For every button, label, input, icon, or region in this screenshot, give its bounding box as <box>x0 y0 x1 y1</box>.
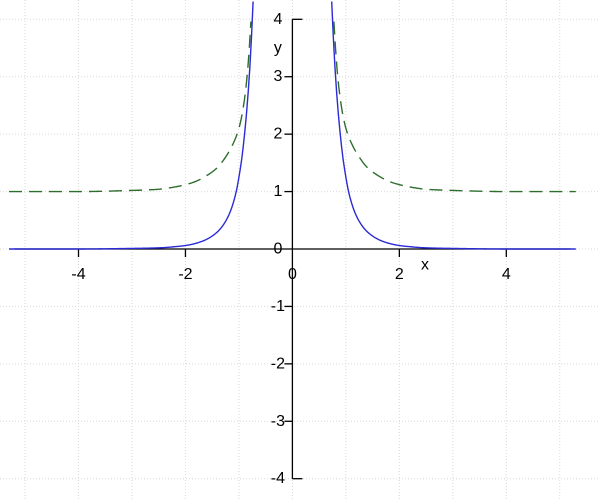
svg-text:-3: -3 <box>271 413 285 430</box>
svg-text:-4: -4 <box>71 266 85 283</box>
svg-text:-1: -1 <box>271 298 285 315</box>
svg-text:2: 2 <box>273 126 282 143</box>
svg-text:0: 0 <box>273 241 282 258</box>
svg-text:x: x <box>421 257 429 274</box>
svg-text:0: 0 <box>288 266 297 283</box>
svg-text:1: 1 <box>273 183 282 200</box>
svg-text:3: 3 <box>273 68 282 85</box>
svg-text:y: y <box>274 40 282 57</box>
svg-text:2: 2 <box>395 266 404 283</box>
svg-text:-2: -2 <box>178 266 192 283</box>
svg-text:-2: -2 <box>271 355 285 372</box>
svg-text:4: 4 <box>502 266 511 283</box>
svg-text:4: 4 <box>273 11 282 28</box>
svg-text:-4: -4 <box>271 470 285 487</box>
